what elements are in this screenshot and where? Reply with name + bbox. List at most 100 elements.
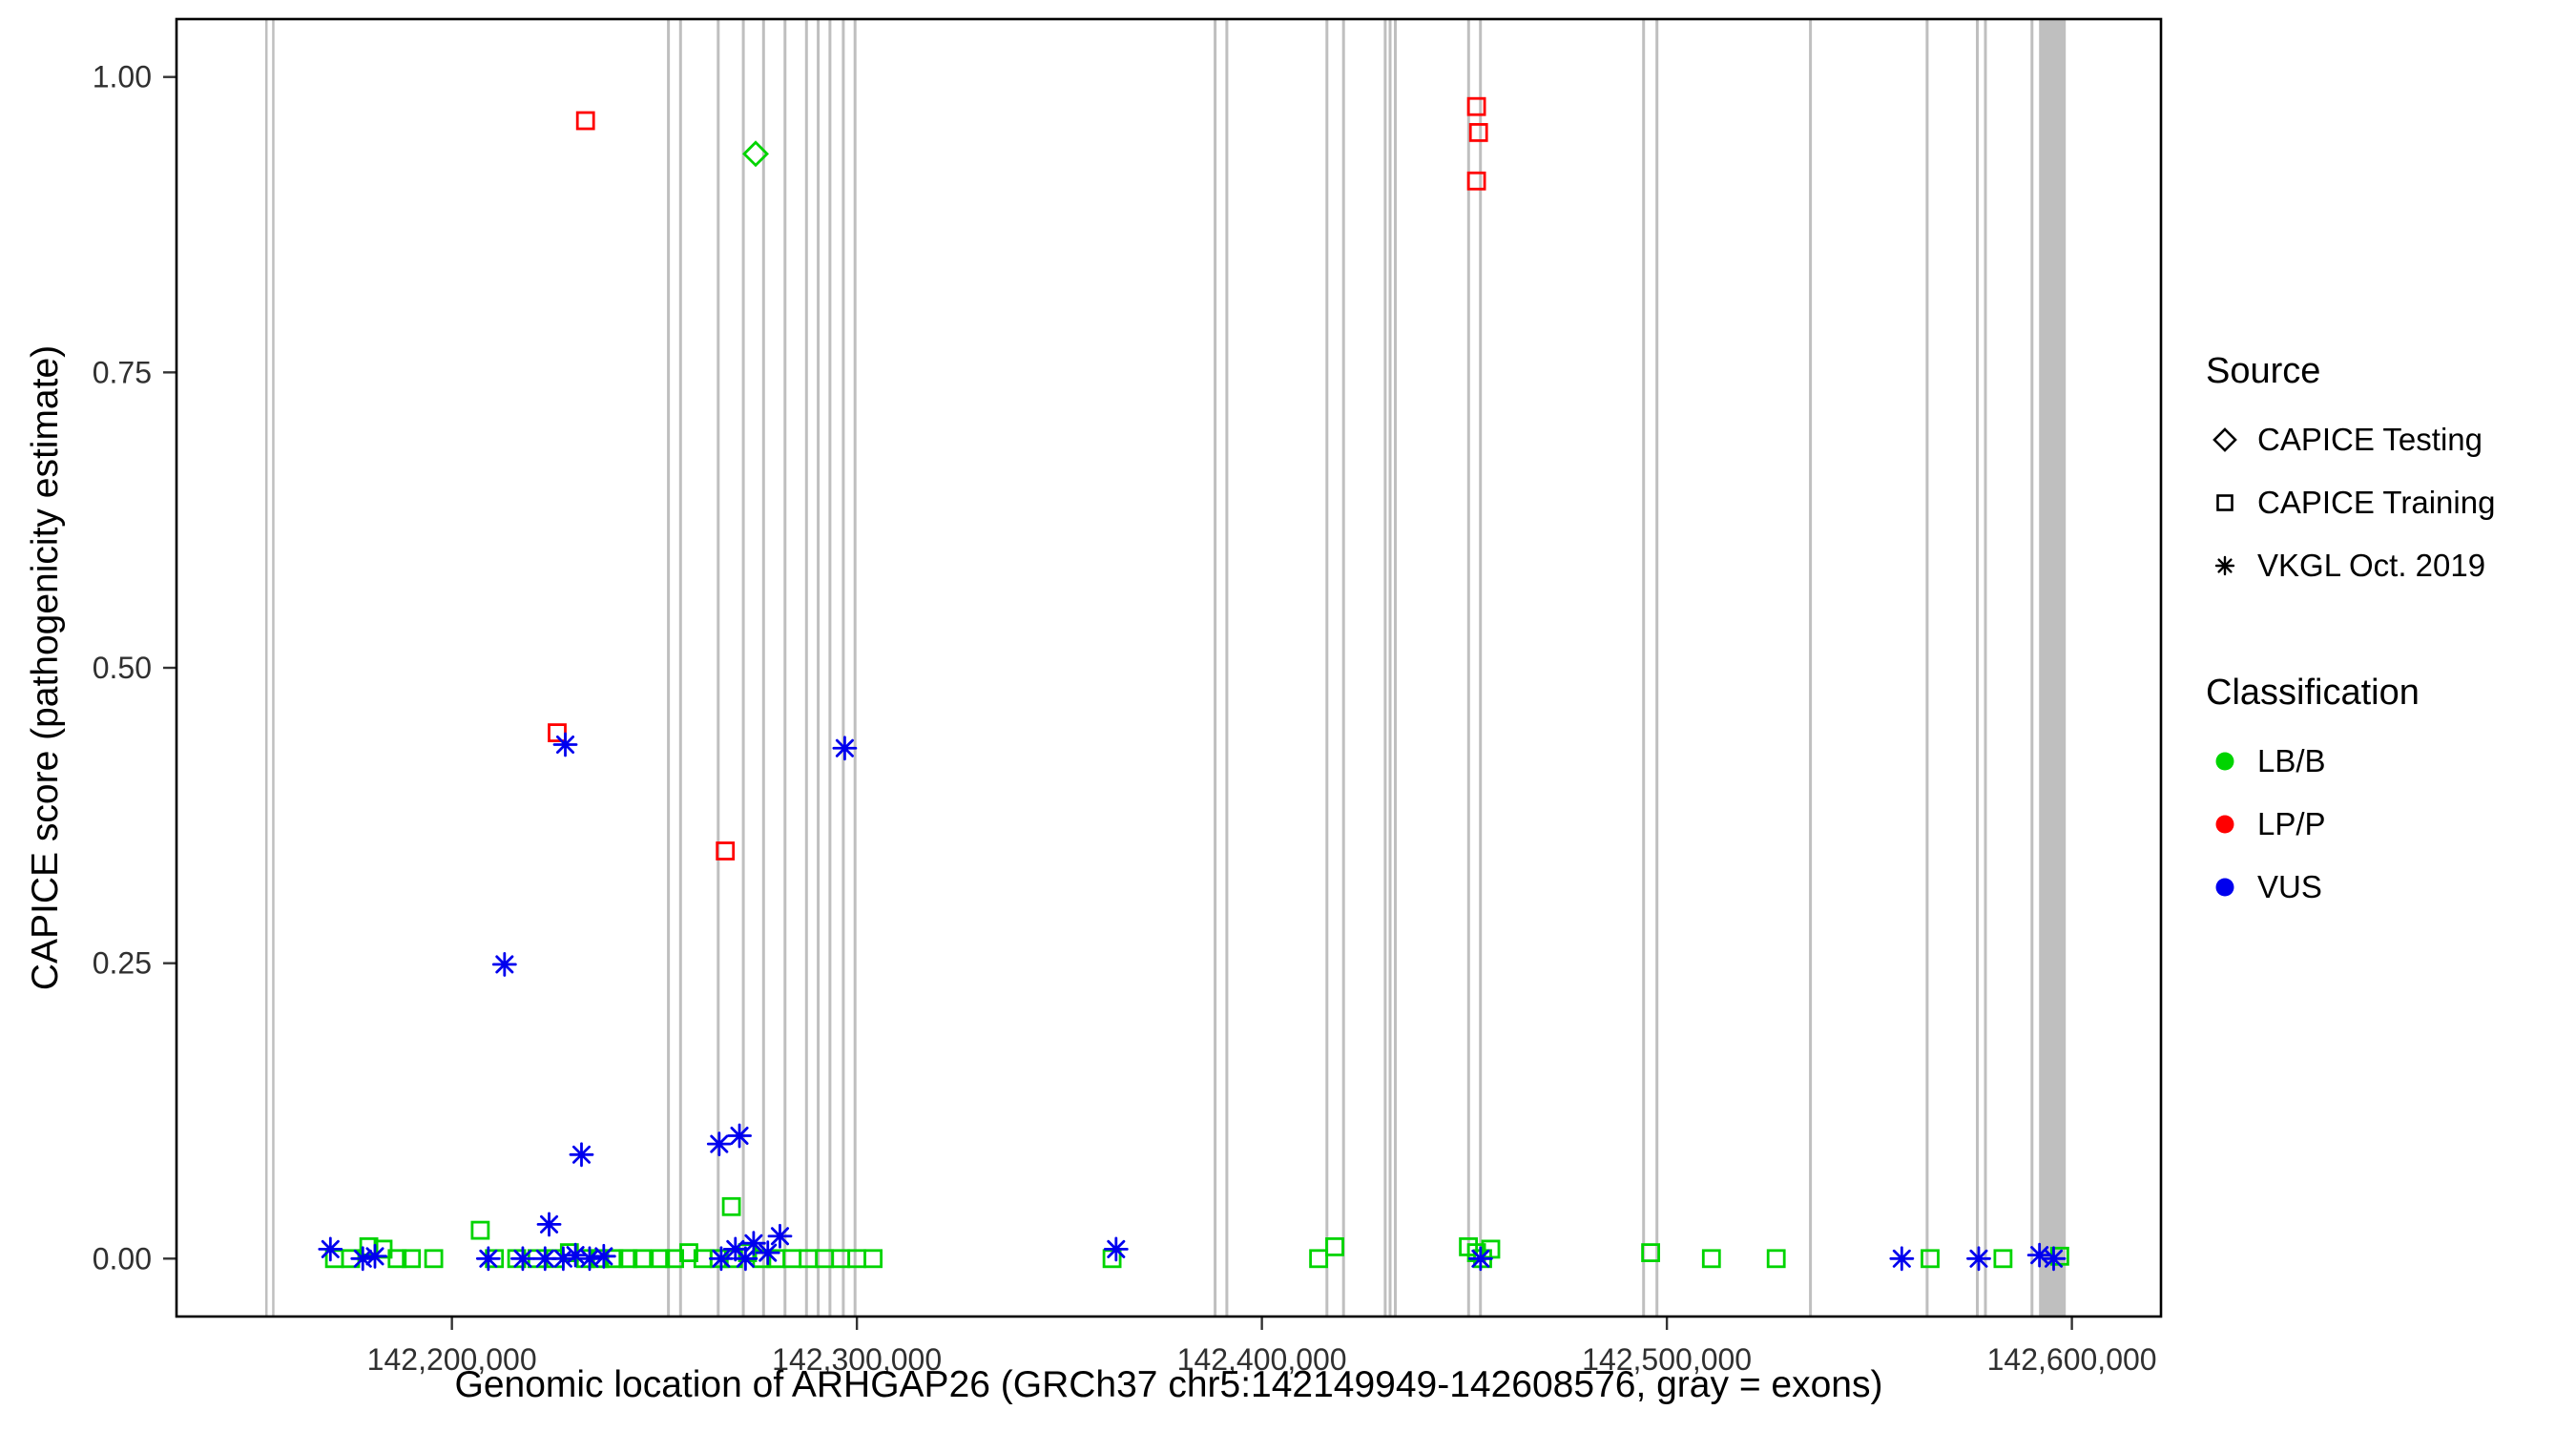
data-point-square — [402, 1249, 422, 1269]
exon-bar — [841, 19, 845, 1317]
data-point-square — [651, 1249, 671, 1269]
data-point-square — [679, 1243, 698, 1262]
data-point-asterisk — [1966, 1246, 1991, 1272]
data-point-square — [387, 1249, 407, 1269]
exon-bar — [817, 19, 821, 1317]
data-point-asterisk — [363, 1243, 387, 1269]
data-point-square — [1466, 171, 1486, 191]
data-point-asterisk — [740, 1231, 766, 1256]
legend-label-capice-testing: CAPICE Testing — [2257, 422, 2483, 457]
blue-dot-icon — [2215, 878, 2234, 897]
legend-label-lpp: LP/P — [2257, 806, 2326, 841]
legend-item-lpp: LP/P — [2206, 805, 2574, 843]
exon-bar — [1388, 19, 1392, 1317]
data-point-square — [665, 1249, 684, 1269]
data-point-square — [1468, 122, 1488, 142]
y-tick-label: 0.50 — [93, 651, 152, 685]
data-point-asterisk — [2041, 1246, 2067, 1272]
data-point-square — [618, 1249, 638, 1269]
data-point-asterisk — [536, 1212, 562, 1237]
exon-bar — [1809, 19, 1813, 1317]
data-point-asterisk — [563, 1242, 589, 1268]
exon-bar — [804, 19, 808, 1317]
data-point-asterisk — [722, 1236, 748, 1262]
exon-bar — [741, 19, 745, 1317]
data-point-square — [831, 1249, 851, 1269]
legend-classification-title: Classification — [2206, 673, 2420, 713]
y-tick-label: 0.75 — [93, 355, 152, 389]
exon-bar — [1325, 19, 1329, 1317]
data-point-square — [799, 1249, 819, 1269]
legend-label-vkgl: VKGL Oct. 2019 — [2257, 548, 2486, 583]
x-axis-title: Genomic location of ARHGAP26 (GRCh37 chr… — [454, 1364, 1883, 1405]
data-point-asterisk — [318, 1236, 343, 1262]
data-point-asterisk — [510, 1246, 535, 1272]
data-point-square — [424, 1249, 444, 1269]
data-point-asterisk — [1467, 1246, 1493, 1272]
data-point-asterisk — [767, 1223, 793, 1249]
data-point-square — [1701, 1249, 1721, 1269]
legend-source-group: Source CAPICE Testing CAPICE Training VK… — [2206, 351, 2574, 585]
exon-bar — [667, 19, 671, 1317]
data-point-asterisk — [475, 1246, 501, 1272]
data-point-square — [721, 1196, 741, 1216]
exon-bar — [783, 19, 787, 1317]
exon-bar — [1479, 19, 1483, 1317]
data-point-square — [1466, 96, 1486, 116]
data-point-square — [470, 1220, 490, 1240]
exon-bar — [1984, 19, 1987, 1317]
exon-bar — [717, 19, 720, 1317]
legend-item-vkgl: VKGL Oct. 2019 — [2206, 547, 2574, 585]
data-point-square — [1102, 1249, 1122, 1269]
data-point-square — [863, 1249, 883, 1269]
data-point-asterisk — [350, 1246, 376, 1272]
exon-bar — [1976, 19, 1979, 1317]
panel-border — [175, 17, 2163, 1318]
x-tick-label: 142,500,000 — [1582, 1342, 1752, 1377]
data-point-asterisk — [551, 1246, 576, 1272]
data-point-asterisk — [832, 736, 858, 761]
data-point-asterisk — [733, 1246, 758, 1272]
data-point-square — [1641, 1243, 1660, 1262]
exon-bar — [1225, 19, 1229, 1317]
exon-bar — [1655, 19, 1659, 1317]
exon-bar — [1383, 19, 1387, 1317]
data-point-asterisk — [532, 1246, 558, 1272]
legend-label-capice-training: CAPICE Training — [2257, 485, 2496, 520]
y-axis-title: CAPICE score (pathogenicity estimate) — [25, 344, 66, 991]
data-point-square — [1325, 1237, 1344, 1256]
exon-bar — [2030, 19, 2034, 1317]
data-point-asterisk — [1889, 1246, 1915, 1272]
legend-item-capice-training: CAPICE Training — [2206, 484, 2574, 522]
y-tick-label: 1.00 — [93, 60, 152, 94]
x-tick-label: 142,400,000 — [1177, 1342, 1347, 1377]
legend-label-vus: VUS — [2257, 869, 2322, 904]
y-tick-label: 0.00 — [93, 1241, 152, 1275]
asterisk-icon — [2214, 555, 2235, 576]
exon-bar — [1466, 19, 1470, 1317]
x-tick-label: 142,200,000 — [367, 1342, 537, 1377]
exon-bar — [1341, 19, 1345, 1317]
legend-item-capice-testing: CAPICE Testing — [2206, 421, 2574, 459]
data-point-asterisk — [2026, 1242, 2052, 1268]
green-dot-icon — [2215, 752, 2234, 771]
legend-label-lbb: LB/B — [2257, 743, 2326, 778]
data-point-square — [575, 111, 595, 131]
data-point-asterisk — [491, 951, 517, 977]
exon-bar — [761, 19, 765, 1317]
data-point-square — [548, 723, 567, 742]
legend: Source CAPICE Testing CAPICE Training VK… — [2206, 351, 2574, 931]
data-point-asterisk — [591, 1243, 616, 1269]
data-point-square — [1993, 1249, 2013, 1269]
exon-bar — [1214, 19, 1217, 1317]
y-tick-label: 0.25 — [93, 946, 152, 981]
square-icon — [2216, 494, 2233, 511]
exon-bar — [1925, 19, 1929, 1317]
data-point-square — [359, 1237, 379, 1256]
exon-bar — [853, 19, 857, 1317]
data-point-asterisk — [577, 1246, 602, 1272]
data-point-diamond — [742, 140, 769, 168]
exon-bar — [1394, 19, 1397, 1317]
data-point-square — [1309, 1249, 1328, 1269]
